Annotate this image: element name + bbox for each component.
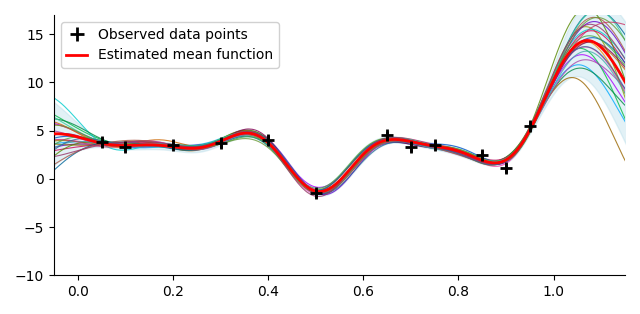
Legend: Observed data points, Estimated mean function: Observed data points, Estimated mean fun… [61, 22, 279, 68]
